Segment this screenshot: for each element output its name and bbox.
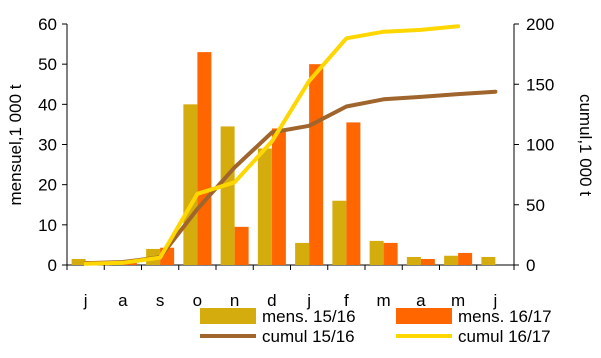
left-tick-label: 60 [38, 15, 57, 34]
lines-layer [83, 24, 498, 266]
legend: mens. 15/16 mens. 16/17 cumul 15/16 cumul 1… [200, 307, 552, 346]
x-tick-label: j [306, 291, 311, 310]
legend-label: mens. 16/17 [458, 307, 552, 326]
left-axis-title: mensuel,1 000 t [6, 84, 25, 205]
x-tick-label: f [344, 291, 349, 310]
plot-frame [66, 24, 515, 266]
right-axis: 0 50 100 150 200 [514, 15, 554, 275]
x-tick-label: j [492, 291, 497, 310]
right-tick-label: 50 [526, 196, 545, 215]
right-tick-label: 200 [526, 15, 554, 34]
x-tick-label: s [156, 291, 165, 310]
bar-mens-15-16 [444, 255, 459, 265]
bar-mens-15-16 [295, 242, 310, 265]
bar-mens-15-16 [220, 126, 235, 265]
right-tick-label: 100 [526, 136, 554, 155]
legend-label: mens. 15/16 [262, 307, 356, 326]
x-tick-label: m [451, 291, 465, 310]
x-tick-label: a [118, 291, 128, 310]
bar-mens-16-17 [420, 258, 435, 265]
line-cumul-15-16 [83, 89, 498, 266]
bars-layer [71, 52, 496, 266]
x-tick-label: d [267, 291, 276, 310]
bar-mens-16-17 [309, 64, 324, 266]
legend-label: cumul 16/17 [458, 327, 551, 346]
left-tick-label: 40 [38, 95, 57, 114]
x-tick-label: j [83, 291, 88, 310]
bar-mens-16-17 [458, 252, 473, 265]
x-tick-label: o [193, 291, 202, 310]
line-cumul-16-17 [83, 24, 461, 266]
bar-mens-16-17 [234, 226, 249, 265]
right-axis-title: cumul,1 000 t [576, 94, 595, 196]
left-tick-label: 30 [38, 136, 57, 155]
legend-label: cumul 15/16 [262, 327, 355, 346]
left-tick-label: 10 [38, 216, 57, 235]
bar-mens-15-16 [406, 256, 421, 265]
left-tick-label: 50 [38, 55, 57, 74]
legend-swatch [396, 308, 452, 324]
bar-mens-15-16 [481, 256, 496, 265]
bar-mens-16-17 [346, 122, 361, 266]
bar-mens-15-16 [183, 104, 198, 265]
legend-swatch [200, 308, 256, 324]
left-tick-label: 0 [48, 256, 57, 275]
left-axis: 0 10 20 30 40 50 60 [38, 15, 67, 275]
bar-mens-15-16 [369, 240, 384, 265]
bar-mens-16-17 [197, 52, 212, 265]
x-tick-label: m [377, 291, 391, 310]
bar-mens-15-16 [257, 148, 272, 265]
left-tick-label: 20 [38, 176, 57, 195]
x-tick-label: n [230, 291, 239, 310]
right-tick-label: 150 [526, 75, 554, 94]
bar-mens-16-17 [383, 242, 398, 265]
bar-mens-15-16 [71, 258, 86, 265]
bar-mens-15-16 [332, 200, 347, 265]
right-tick-label: 0 [526, 256, 535, 275]
x-tick-label: a [416, 291, 426, 310]
bar-mens-16-17 [271, 128, 286, 265]
